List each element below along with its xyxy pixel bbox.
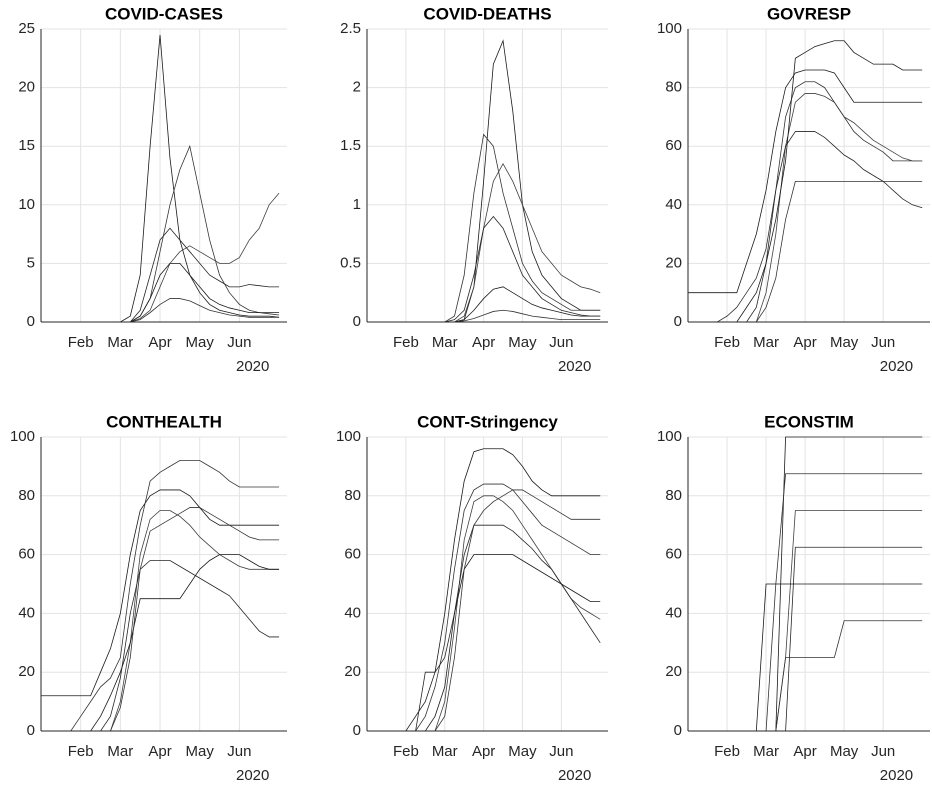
y-tick-label: 40 (344, 604, 361, 621)
chart-title: COVID-CASES (105, 4, 223, 23)
x-tick-label: Jun (549, 334, 573, 351)
y-tick-label: 100 (657, 20, 682, 37)
subplot: 0 0.5 1 1.5 2 2.5 Feb Mar Apr May Jun 2020 COVID-DEA… (340, 4, 608, 375)
x-tick-label: Mar (107, 334, 133, 351)
x-tick-label: Jun (871, 743, 895, 760)
y-tick-label: 0 (27, 313, 35, 330)
x-tick-label: May (508, 334, 537, 351)
y-tick-label: 80 (344, 487, 361, 504)
y-tick-label: 0 (27, 722, 35, 739)
y-tick-label: 0 (674, 722, 682, 739)
x-tick-label: Apr (472, 743, 495, 760)
series-line (688, 81, 923, 323)
y-tick-label: 5 (27, 254, 35, 271)
y-tick-label: 80 (18, 487, 35, 504)
x-year-label: 2020 (236, 767, 269, 784)
x-tick-label: Jun (871, 334, 895, 351)
x-tick-label: Jun (549, 743, 573, 760)
x-tick-label: Apr (148, 743, 171, 760)
x-tick-label: Jun (227, 334, 251, 351)
x-tick-label: Apr (793, 743, 816, 760)
y-tick-label: 20 (344, 663, 361, 680)
y-tick-label: 80 (665, 487, 682, 504)
y-tick-label: 0 (353, 313, 361, 330)
x-year-label: 2020 (880, 358, 913, 375)
subplot: 0 20 40 60 80 100 Feb Mar Apr May Jun 2020 GOVRESP (657, 4, 930, 375)
y-tick-label: 40 (665, 604, 682, 621)
y-tick-label: 60 (665, 137, 682, 154)
y-tick-label: 40 (665, 196, 682, 213)
x-tick-label: Feb (393, 743, 419, 760)
x-tick-label: Apr (793, 334, 816, 351)
y-tick-label: 20 (665, 663, 682, 680)
x-tick-label: Mar (753, 334, 779, 351)
x-tick-label: Jun (227, 743, 251, 760)
y-tick-label: 100 (10, 428, 35, 445)
y-tick-label: 20 (665, 254, 682, 271)
y-tick-label: 100 (657, 428, 682, 445)
x-tick-label: Feb (714, 743, 740, 760)
y-tick-label: 10 (18, 196, 35, 213)
y-tick-label: 0 (353, 722, 361, 739)
x-tick-label: Feb (68, 743, 94, 760)
y-tick-label: 80 (665, 79, 682, 96)
x-tick-label: Mar (107, 743, 133, 760)
subplot: 0 5 10 15 20 25 Feb Mar Apr May Jun 2020 COVID-CASES (18, 4, 287, 375)
y-tick-label: 40 (18, 604, 35, 621)
series-line (41, 460, 280, 732)
y-tick-label: 15 (18, 137, 35, 154)
chart-title: ECONSTIM (764, 412, 854, 431)
x-tick-label: Feb (68, 334, 94, 351)
chart-title: COVID-DEATHS (423, 4, 551, 23)
x-year-label: 2020 (236, 358, 269, 375)
x-tick-label: May (508, 743, 537, 760)
x-tick-label: Mar (753, 743, 779, 760)
x-tick-label: May (830, 334, 859, 351)
x-tick-label: Apr (472, 334, 495, 351)
x-tick-label: May (186, 334, 215, 351)
y-tick-label: 0 (674, 313, 682, 330)
y-tick-label: 2.5 (340, 20, 361, 37)
x-year-label: 2020 (558, 767, 591, 784)
x-tick-label: Mar (432, 743, 458, 760)
chart-title: CONTHEALTH (106, 412, 222, 431)
series-line (41, 489, 280, 697)
chart-title: CONT-Stringency (417, 412, 558, 431)
y-tick-label: 60 (18, 546, 35, 563)
y-tick-label: 0.5 (340, 254, 361, 271)
subplot: 0 20 40 60 80 100 Feb Mar Apr May Jun 2020 CONT-Stri… (336, 412, 608, 784)
x-tick-label: Mar (432, 334, 458, 351)
x-year-label: 2020 (880, 767, 913, 784)
subplot: 0 20 40 60 80 100 Feb Mar Apr May Jun 2020 CONTHEALT… (10, 412, 287, 784)
y-tick-label: 2 (353, 79, 361, 96)
y-tick-label: 20 (18, 79, 35, 96)
y-tick-label: 60 (665, 546, 682, 563)
y-tick-label: 60 (344, 546, 361, 563)
chart-title: GOVRESP (767, 4, 851, 23)
x-tick-label: Feb (393, 334, 419, 351)
y-tick-label: 1 (353, 196, 361, 213)
y-tick-label: 20 (18, 663, 35, 680)
x-tick-label: May (186, 743, 215, 760)
x-tick-label: May (830, 743, 859, 760)
x-tick-label: Feb (714, 334, 740, 351)
y-tick-label: 1.5 (340, 137, 361, 154)
x-tick-label: Apr (148, 334, 171, 351)
subplot: 0 20 40 60 80 100 Feb Mar Apr May Jun 2020 ECONSTIM (657, 412, 930, 784)
y-tick-label: 100 (336, 428, 361, 445)
series-line (688, 69, 923, 294)
x-year-label: 2020 (558, 358, 591, 375)
y-tick-label: 25 (18, 20, 35, 37)
